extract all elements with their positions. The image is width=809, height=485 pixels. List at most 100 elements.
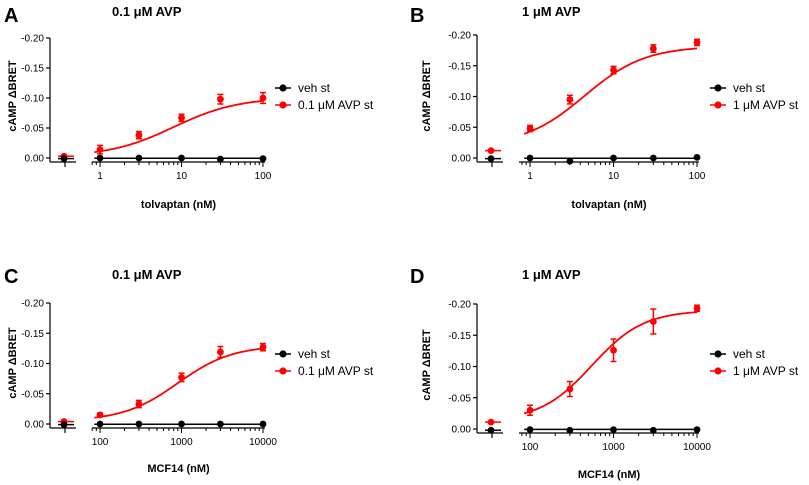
x-tick-label: 10000 [249,437,277,448]
x-tick-label: 1 [97,171,103,182]
fit-curve-stimulated [523,47,698,135]
y-tick-label: 0.00 [452,154,472,165]
y-tick-label: 0.00 [25,420,45,431]
x-axis-label: MCF14 (nM) [147,463,210,475]
x-axis-label: tolvaptan (nM) [141,199,216,211]
legend-marker [279,101,287,109]
baseline-point-veh [60,155,68,163]
y-tick-label: -0.15 [448,61,471,72]
data-point-veh [259,155,267,163]
data-point-veh [178,420,185,428]
panel-title: 0.1 μM AVP [112,267,182,282]
data-point-stimulated [610,346,617,354]
x-tick-label: 10 [608,171,620,182]
panel-letter: B [410,5,424,27]
data-point-veh [96,154,104,162]
y-tick-label: -0.15 [21,329,44,340]
chart-panel-c: C 0.1 μM AVP -0.20 -0.15 -0.10 -0.05 0.00 cAMP … [4,266,374,475]
y-tick-label: -0.20 [448,31,471,42]
data-point-stimulated [216,95,224,103]
data-point-veh [216,420,224,428]
data-point-veh [259,420,267,428]
legend-marker [714,101,722,109]
x-axis-label: MCF14 (nM) [578,469,641,481]
data-point-stimulated [178,114,185,122]
panel-letter: A [4,5,18,27]
data-point-stimulated [526,125,534,132]
x-tick-label: 1 [527,171,533,182]
legend-marker [714,84,722,92]
data-point-stimulated [259,94,267,102]
legend-label: 1 μM AVP st [733,98,799,112]
y-tick-label: -0.20 [21,299,44,310]
legend-label: veh st [733,81,766,95]
data-point-veh [693,426,701,434]
y-tick-label: -0.05 [448,393,471,404]
data-point-veh [610,154,617,162]
legend-label: veh st [298,81,331,95]
y-axis-label: cAMP ΔBRET [7,327,19,399]
fit-curve-stimulated [94,347,264,419]
legend-marker [279,367,287,375]
legend-label: 0.1 μM AVP st [298,98,374,112]
y-tick-label: 0.00 [452,425,472,436]
baseline-point-veh [487,426,495,434]
data-point-veh [216,155,224,163]
y-tick-label: -0.15 [21,64,44,75]
data-point-stimulated [649,318,657,325]
data-point-stimulated [610,66,617,74]
chart-panel-d: D 1 μM AVP -0.20 -0.15 -0.10 -0.05 0.00 cAMP ΔB… [410,266,799,481]
y-tick-label: -0.10 [448,92,471,103]
data-point-stimulated [216,348,224,356]
data-point-stimulated [526,406,534,414]
y-axis-label: cAMP ΔBRET [421,329,433,401]
data-point-stimulated [259,343,267,351]
y-tick-label: -0.05 [21,389,44,400]
legend-marker [714,367,722,375]
x-tick-label: 1000 [170,437,193,448]
legend-marker [279,350,287,358]
data-point-veh [135,154,143,162]
x-tick-label: 10 [176,171,188,182]
chart-panel-b: B 1 μM AVP -0.20 -0.15 -0.10 -0.05 0.00 cAMP ΔB… [410,4,799,211]
panel-letter: D [410,266,424,288]
fit-curve-stimulated [94,100,264,154]
data-point-stimulated [693,38,701,46]
legend-marker [714,350,722,358]
data-point-veh [96,420,104,428]
legend-label: 0.1 μM AVP st [298,364,374,378]
data-point-stimulated [135,131,143,139]
data-point-stimulated [135,400,143,408]
x-tick-label: 100 [255,171,272,182]
data-point-veh [178,154,185,162]
y-tick-label: -0.10 [21,359,44,370]
data-point-veh [566,157,574,165]
fit-curve-stimulated [523,311,698,415]
baseline-point-veh [487,155,495,163]
data-point-stimulated [566,385,574,393]
x-tick-label: 100 [92,437,109,448]
data-point-veh [526,426,534,434]
data-point-stimulated [566,96,574,103]
data-point-veh [649,426,657,434]
legend-marker [279,84,287,92]
baseline-point-veh [60,421,68,429]
data-point-stimulated [649,45,657,52]
data-point-veh [135,420,143,428]
data-point-veh [649,154,657,162]
baseline-point-stimulated [487,418,495,426]
y-tick-label: -0.05 [21,124,44,135]
legend-label: veh st [298,347,331,361]
y-tick-label: -0.10 [21,94,44,105]
y-tick-label: -0.20 [21,34,44,45]
y-tick-label: -0.05 [448,123,471,134]
data-point-veh [693,153,701,161]
panel-letter: C [4,266,18,288]
legend-label: 1 μM AVP st [733,364,799,378]
y-axis-label: cAMP ΔBRET [421,60,433,132]
data-point-veh [526,154,534,162]
y-tick-label: -0.20 [448,300,471,311]
chart-panel-a: A 0.1 μM AVP -0.20 -0.15 -0.10 -0.05 0.00 cAMP … [4,4,374,211]
data-point-stimulated [693,304,701,312]
